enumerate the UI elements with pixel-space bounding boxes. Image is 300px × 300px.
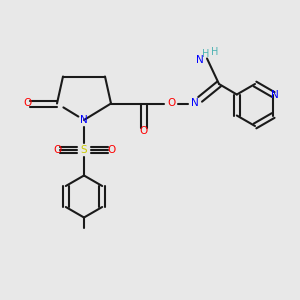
Text: N: N	[80, 115, 88, 125]
Text: H: H	[202, 49, 209, 59]
Text: H: H	[211, 47, 218, 57]
Text: N: N	[196, 55, 203, 65]
Text: S: S	[81, 145, 87, 155]
Text: O: O	[167, 98, 175, 109]
Text: O: O	[23, 98, 32, 109]
Text: O: O	[140, 125, 148, 136]
Text: O: O	[53, 145, 61, 155]
Text: N: N	[191, 98, 199, 109]
Text: N: N	[271, 89, 279, 100]
Text: O: O	[107, 145, 115, 155]
